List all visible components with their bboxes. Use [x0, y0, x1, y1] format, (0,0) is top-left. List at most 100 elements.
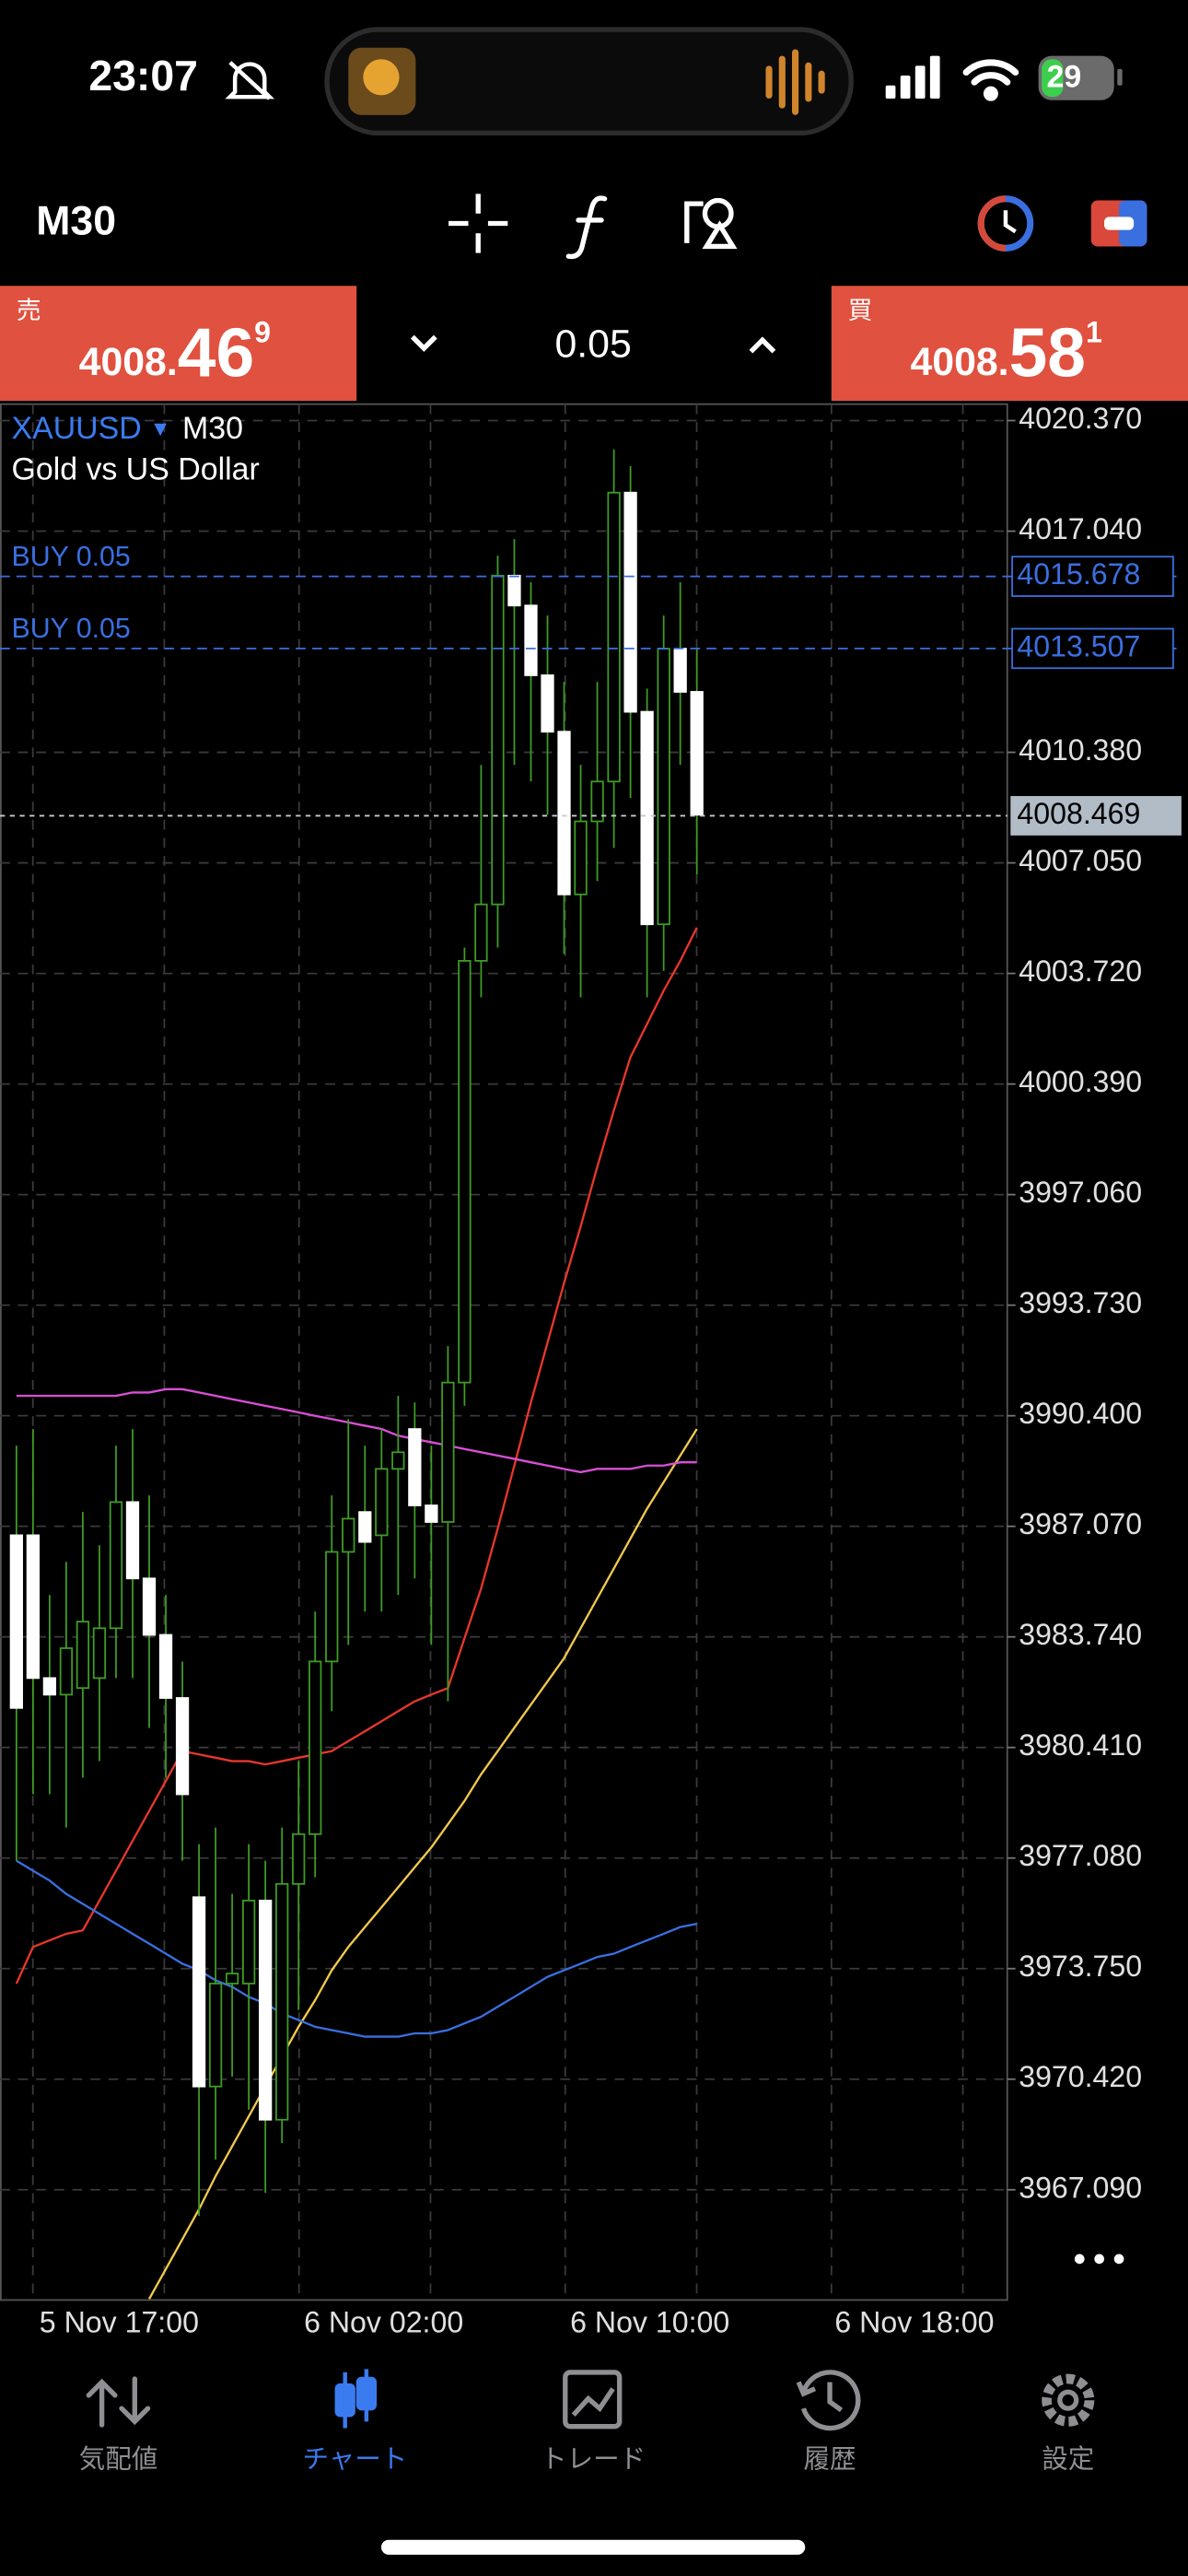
y-tick-label: 3977.080 — [1019, 1839, 1142, 1872]
candle-body — [607, 491, 621, 783]
crosshair-button[interactable] — [448, 193, 508, 253]
wifi-icon — [962, 59, 1019, 101]
tab-icon-quotes-part[interactable] — [119, 2376, 151, 2426]
tab-icon-quotes-part[interactable] — [86, 2378, 118, 2428]
one-click-button-part[interactable] — [977, 195, 1007, 252]
x-tick-label: 6 Nov 02:00 — [304, 2306, 463, 2339]
chart-description: Gold vs US Dollar — [11, 452, 259, 487]
indicators-button[interactable] — [565, 195, 608, 260]
volume[interactable]: 0.05 — [554, 322, 631, 367]
more-button-part[interactable] — [1113, 2254, 1124, 2265]
dynamic-island-part — [324, 27, 854, 136]
candle-body — [623, 491, 637, 713]
moving-average-line — [15, 927, 698, 1985]
objects-button[interactable] — [684, 197, 738, 250]
signal-icon-part — [885, 85, 896, 99]
tab-icon-settings-part[interactable] — [1057, 2389, 1079, 2411]
tab-label[interactable]: トレード — [541, 2445, 646, 2475]
battery-icon-part — [1117, 68, 1123, 86]
dynamic-island-part — [765, 49, 825, 115]
dynamic-island-part — [363, 59, 400, 96]
tab-icon-history-part[interactable] — [827, 2382, 844, 2413]
tab-icon-chart-part[interactable] — [355, 2376, 378, 2411]
tab-label[interactable]: チャート — [302, 2445, 407, 2475]
sell-button[interactable] — [0, 286, 357, 402]
bid-price: 4008.469 — [1017, 797, 1140, 830]
chart-frame — [0, 403, 1008, 2301]
chart-layer: 4020.370 4017.040 4010.380 4007.050 4003.720… — [0, 402, 1182, 2339]
x-tick-label: 6 Nov 18:00 — [834, 2306, 994, 2339]
timeframe-button[interactable]: M30 — [36, 198, 116, 243]
tab-icon-history-part[interactable] — [800, 2370, 861, 2431]
objects-button-part[interactable] — [684, 201, 704, 243]
more-button-part[interactable] — [1094, 2254, 1105, 2265]
one-click-button-part[interactable] — [1003, 210, 1017, 234]
candle-body — [358, 1511, 372, 1543]
dynamic-island — [324, 27, 854, 136]
trade-button[interactable] — [1090, 200, 1147, 247]
symbol-dropdown[interactable]: ▼ — [150, 416, 171, 440]
battery-icon — [1038, 55, 1123, 100]
objects-button-part[interactable] — [702, 220, 738, 250]
order-price: 4013.507 — [1017, 629, 1140, 662]
mute-icon — [225, 61, 274, 100]
order-label[interactable]: BUY 0.05 — [11, 542, 130, 572]
tab-icon-quotes[interactable] — [86, 2376, 151, 2428]
candle-body — [425, 1505, 438, 1523]
signal-icon-part — [929, 55, 940, 99]
candle-body — [9, 1534, 23, 1709]
candle-body — [673, 648, 687, 693]
sell-price: 4008.469 — [79, 314, 271, 392]
candle-body — [507, 574, 521, 607]
tab-icon-trade[interactable] — [563, 2370, 623, 2430]
candle-body — [76, 1621, 90, 1690]
candle-body — [375, 1468, 389, 1537]
tab-label[interactable]: 履歴 — [804, 2445, 856, 2475]
candle-body — [241, 1899, 256, 1985]
candle-body — [42, 1677, 57, 1696]
chart-symbol[interactable]: XAUUSD — [11, 411, 141, 446]
candle-body — [408, 1428, 422, 1506]
trade-button-part[interactable] — [1104, 217, 1135, 230]
candle-body — [657, 648, 670, 926]
one-click-button[interactable] — [977, 195, 1034, 252]
more-button-part[interactable] — [1074, 2254, 1085, 2265]
y-tick-label: 3990.400 — [1019, 1397, 1142, 1430]
tab-icon-trade-part[interactable] — [571, 2387, 615, 2418]
tab-icon-chart-part[interactable] — [334, 2383, 355, 2418]
tab-icon-history[interactable] — [796, 2370, 861, 2431]
y-tick-label: 4020.370 — [1019, 402, 1142, 435]
signal-icon — [885, 55, 940, 99]
sell-price-big: 46 — [178, 314, 254, 392]
volume-down[interactable] — [410, 334, 437, 352]
order-price: 4015.678 — [1017, 557, 1140, 591]
candle-body — [259, 1899, 273, 2121]
order-label[interactable]: BUY 0.05 — [11, 614, 130, 644]
order-price-box — [1011, 627, 1174, 670]
more-button[interactable] — [1074, 2254, 1124, 2265]
candle-body — [292, 1832, 306, 1885]
candle-body — [541, 674, 554, 733]
candle-body — [640, 710, 654, 926]
status-time: 23:07 — [88, 52, 198, 100]
buy-label: 買 — [848, 297, 873, 324]
indicators-button-part[interactable] — [565, 195, 608, 260]
tab-icon-history-part[interactable] — [796, 2381, 817, 2397]
wifi-icon-part — [971, 72, 1011, 86]
candle-body — [325, 1551, 339, 1663]
battery-icon-part — [1042, 59, 1064, 98]
candle-body — [524, 604, 538, 676]
y-tick-label: 4007.050 — [1019, 844, 1142, 877]
y-tick-label: 3987.070 — [1019, 1507, 1142, 1540]
candle-body — [458, 959, 472, 1384]
volume-up[interactable] — [749, 336, 776, 354]
tab-label[interactable]: 設定 — [1042, 2445, 1094, 2475]
signal-icon-part — [900, 76, 911, 99]
tab-icon-trade-part[interactable] — [563, 2370, 623, 2430]
tab-label[interactable]: 気配値 — [79, 2445, 158, 2475]
tab-icon-chart[interactable] — [334, 2369, 378, 2429]
buy-button[interactable] — [831, 286, 1188, 402]
sell-price-sup: 9 — [254, 316, 271, 349]
